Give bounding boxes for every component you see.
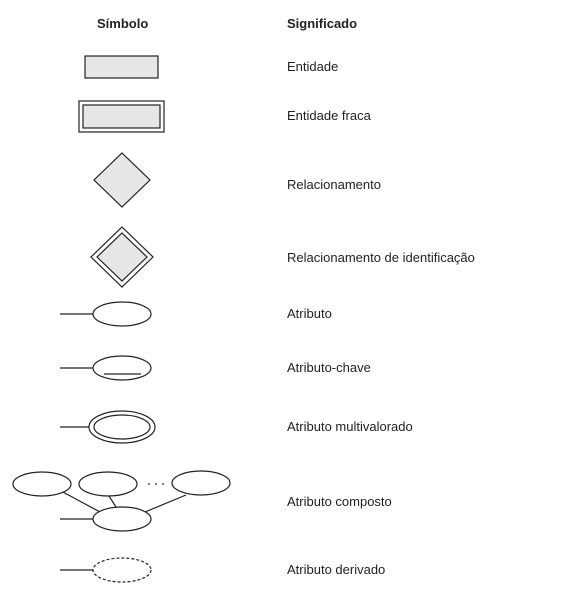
meaning-multivalued-attribute: Atributo multivalorado xyxy=(287,419,413,434)
derived-attribute-dashed-ellipse-icon xyxy=(60,557,152,583)
meaning-column-header: Significado xyxy=(287,16,358,31)
meaning-entity: Entidade xyxy=(287,59,339,74)
meaning-composite-attribute: Atributo composto xyxy=(287,494,392,509)
meaning-derived-attribute: Atributo derivado xyxy=(287,562,386,577)
meaning-relationship: Relacionamento xyxy=(287,177,381,192)
entity-rectangle-icon xyxy=(84,55,159,79)
meaning-identifying-relationship: Relacionamento de identificação xyxy=(287,250,475,265)
composite-attribute-tree-icon xyxy=(12,470,231,532)
identifying-relationship-double-diamond-icon xyxy=(90,226,154,288)
meaning-weak-entity: Entidade fraca xyxy=(287,108,371,123)
key-attribute-underlined-ellipse-icon xyxy=(60,355,152,381)
relationship-diamond-icon xyxy=(93,152,151,208)
multivalued-attribute-double-ellipse-icon xyxy=(60,410,156,444)
attribute-ellipse-icon xyxy=(60,301,152,327)
meaning-attribute: Atributo xyxy=(287,306,332,321)
meaning-key-attribute: Atributo-chave xyxy=(287,360,371,375)
symbol-column-header: Símbolo xyxy=(97,16,149,31)
weak-entity-double-rectangle-icon xyxy=(78,100,165,133)
